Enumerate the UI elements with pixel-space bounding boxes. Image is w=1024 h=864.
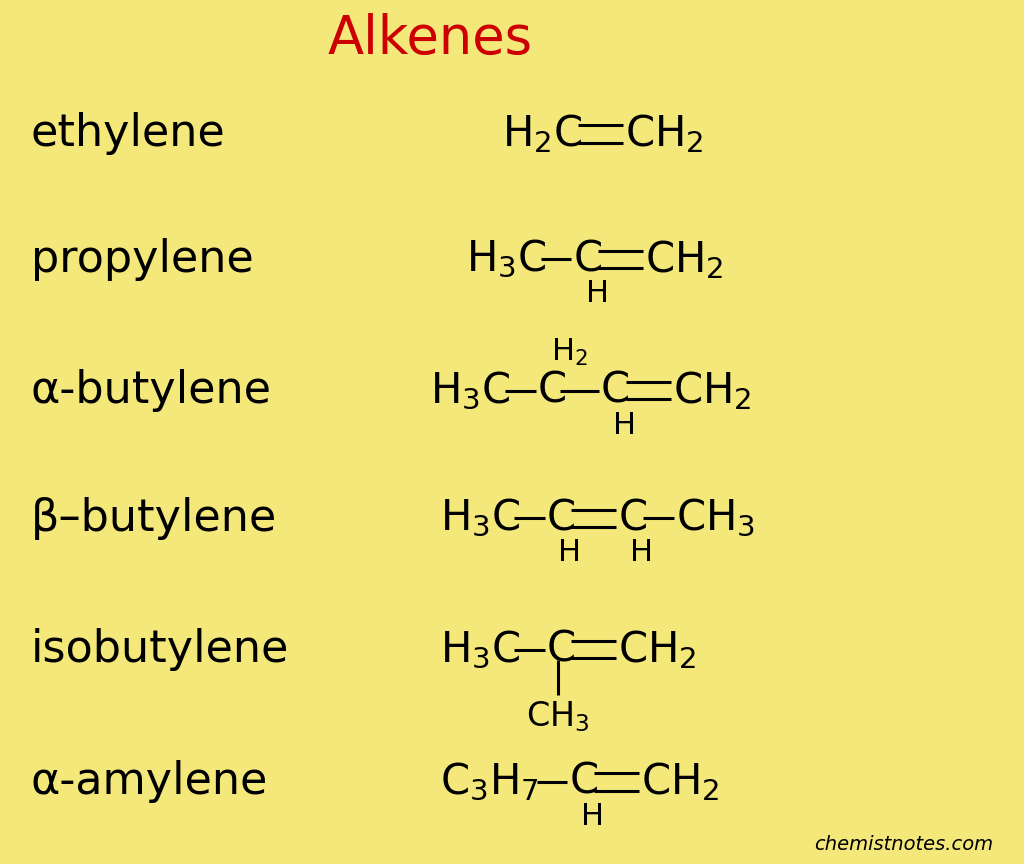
Text: H$_3$C: H$_3$C [440, 498, 520, 539]
Text: β–butylene: β–butylene [31, 497, 276, 540]
Text: H: H [630, 538, 652, 568]
Text: CH$_2$: CH$_2$ [625, 112, 703, 156]
Text: H: H [586, 279, 608, 308]
Text: isobutylene: isobutylene [31, 628, 289, 671]
Text: H$_3$C: H$_3$C [466, 238, 546, 280]
Text: C: C [569, 761, 598, 803]
Text: H: H [613, 410, 636, 440]
Text: C: C [538, 370, 566, 411]
Text: Alkenes: Alkenes [328, 13, 532, 65]
Text: C: C [618, 498, 647, 539]
Text: H: H [581, 802, 603, 831]
Text: C: C [573, 238, 602, 280]
Text: chemistnotes.com: chemistnotes.com [814, 835, 993, 854]
Text: C: C [601, 370, 630, 411]
Text: CH$_3$: CH$_3$ [676, 498, 755, 539]
Text: α-butylene: α-butylene [31, 369, 271, 412]
Text: CH$_2$: CH$_2$ [618, 628, 697, 671]
Text: CH$_2$: CH$_2$ [641, 760, 720, 804]
Text: H$_3$C: H$_3$C [430, 370, 510, 411]
Text: C: C [547, 629, 575, 670]
Text: H: H [558, 538, 581, 568]
Text: H$_3$C: H$_3$C [440, 629, 520, 670]
Text: α-amylene: α-amylene [31, 760, 268, 804]
Text: H$_2$: H$_2$ [551, 337, 588, 368]
Text: CH$_2$: CH$_2$ [645, 238, 724, 281]
Text: CH$_3$: CH$_3$ [526, 700, 590, 734]
Text: C: C [547, 498, 575, 539]
Text: H$_2$C: H$_2$C [502, 112, 582, 156]
Text: propylene: propylene [31, 238, 254, 281]
Text: C$_3$H$_7$: C$_3$H$_7$ [440, 761, 540, 803]
Text: CH$_2$: CH$_2$ [673, 369, 752, 412]
Text: ethylene: ethylene [31, 112, 225, 156]
